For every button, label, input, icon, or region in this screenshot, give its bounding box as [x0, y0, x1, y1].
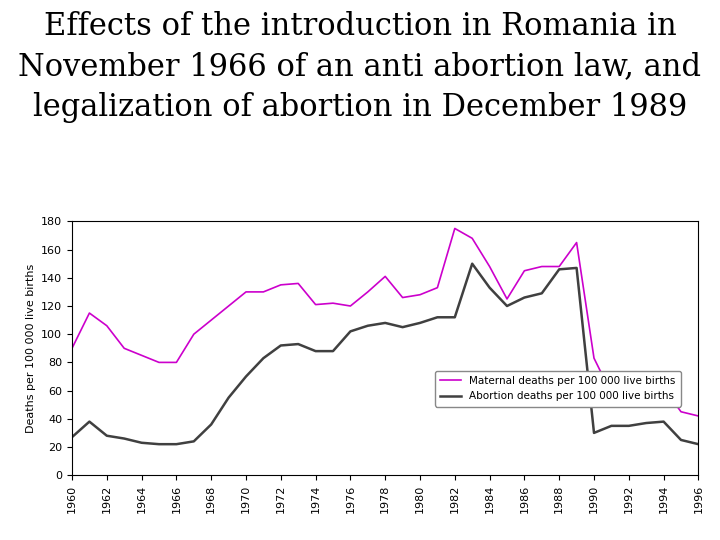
Abortion deaths per 100 000 live births	[172, 441, 181, 448]
Maternal deaths per 100 000 live births	[102, 322, 111, 329]
Abortion deaths per 100 000 live births	[294, 341, 302, 347]
Abortion deaths per 100 000 live births	[189, 438, 198, 444]
Abortion deaths per 100 000 live births	[520, 294, 528, 301]
Maternal deaths per 100 000 live births	[624, 399, 633, 405]
Abortion deaths per 100 000 live births	[276, 342, 285, 349]
Maternal deaths per 100 000 live births	[138, 352, 146, 359]
Abortion deaths per 100 000 live births	[155, 441, 163, 448]
Maternal deaths per 100 000 live births	[485, 264, 494, 270]
Maternal deaths per 100 000 live births	[172, 359, 181, 366]
Abortion deaths per 100 000 live births	[485, 285, 494, 291]
Maternal deaths per 100 000 live births	[364, 289, 372, 295]
Legend: Maternal deaths per 100 000 live births, Abortion deaths per 100 000 live births: Maternal deaths per 100 000 live births,…	[435, 371, 680, 407]
Maternal deaths per 100 000 live births	[572, 239, 581, 246]
Abortion deaths per 100 000 live births	[381, 320, 390, 326]
Abortion deaths per 100 000 live births	[85, 418, 94, 425]
Text: Effects of the introduction in Romania in
November 1966 of an anti abortion law,: Effects of the introduction in Romania i…	[19, 11, 701, 123]
Maternal deaths per 100 000 live births	[433, 285, 441, 291]
Maternal deaths per 100 000 live births	[468, 235, 477, 241]
Abortion deaths per 100 000 live births	[415, 320, 424, 326]
Maternal deaths per 100 000 live births	[276, 282, 285, 288]
Maternal deaths per 100 000 live births	[660, 384, 668, 391]
Abortion deaths per 100 000 live births	[120, 435, 128, 442]
Abortion deaths per 100 000 live births	[328, 348, 337, 354]
Abortion deaths per 100 000 live births	[68, 434, 76, 441]
Maternal deaths per 100 000 live births	[537, 264, 546, 270]
Maternal deaths per 100 000 live births	[398, 294, 407, 301]
Abortion deaths per 100 000 live births	[311, 348, 320, 354]
Abortion deaths per 100 000 live births	[503, 303, 511, 309]
Maternal deaths per 100 000 live births	[120, 345, 128, 352]
Abortion deaths per 100 000 live births	[537, 290, 546, 296]
Abortion deaths per 100 000 live births	[624, 423, 633, 429]
Maternal deaths per 100 000 live births	[207, 317, 215, 323]
Abortion deaths per 100 000 live births	[102, 433, 111, 439]
Abortion deaths per 100 000 live births	[346, 328, 355, 335]
Maternal deaths per 100 000 live births	[520, 267, 528, 274]
Abortion deaths per 100 000 live births	[398, 324, 407, 330]
Abortion deaths per 100 000 live births	[433, 314, 441, 321]
Abortion deaths per 100 000 live births	[642, 420, 650, 426]
Maternal deaths per 100 000 live births	[677, 408, 685, 415]
Maternal deaths per 100 000 live births	[242, 289, 251, 295]
Maternal deaths per 100 000 live births	[294, 280, 302, 287]
Maternal deaths per 100 000 live births	[590, 355, 598, 361]
Abortion deaths per 100 000 live births	[468, 260, 477, 267]
Maternal deaths per 100 000 live births	[259, 289, 268, 295]
Abortion deaths per 100 000 live births	[242, 373, 251, 380]
Abortion deaths per 100 000 live births	[660, 418, 668, 425]
Abortion deaths per 100 000 live births	[555, 266, 564, 273]
Abortion deaths per 100 000 live births	[572, 265, 581, 271]
Abortion deaths per 100 000 live births	[224, 394, 233, 401]
Maternal deaths per 100 000 live births	[642, 393, 650, 400]
Maternal deaths per 100 000 live births	[415, 292, 424, 298]
Maternal deaths per 100 000 live births	[328, 300, 337, 306]
Abortion deaths per 100 000 live births	[694, 441, 703, 448]
Maternal deaths per 100 000 live births	[503, 296, 511, 302]
Abortion deaths per 100 000 live births	[259, 355, 268, 361]
Abortion deaths per 100 000 live births	[364, 322, 372, 329]
Maternal deaths per 100 000 live births	[189, 331, 198, 338]
Y-axis label: Deaths per 100 000 live births: Deaths per 100 000 live births	[26, 264, 35, 433]
Maternal deaths per 100 000 live births	[346, 303, 355, 309]
Maternal deaths per 100 000 live births	[694, 413, 703, 419]
Abortion deaths per 100 000 live births	[677, 437, 685, 443]
Abortion deaths per 100 000 live births	[138, 440, 146, 446]
Maternal deaths per 100 000 live births	[555, 264, 564, 270]
Abortion deaths per 100 000 live births	[607, 423, 616, 429]
Maternal deaths per 100 000 live births	[311, 301, 320, 308]
Maternal deaths per 100 000 live births	[155, 359, 163, 366]
Maternal deaths per 100 000 live births	[68, 345, 76, 352]
Maternal deaths per 100 000 live births	[607, 390, 616, 397]
Maternal deaths per 100 000 live births	[381, 273, 390, 280]
Line: Maternal deaths per 100 000 live births: Maternal deaths per 100 000 live births	[72, 228, 698, 416]
Line: Abortion deaths per 100 000 live births: Abortion deaths per 100 000 live births	[72, 264, 698, 444]
Maternal deaths per 100 000 live births	[224, 303, 233, 309]
Abortion deaths per 100 000 live births	[207, 421, 215, 428]
Maternal deaths per 100 000 live births	[451, 225, 459, 232]
Abortion deaths per 100 000 live births	[451, 314, 459, 321]
Abortion deaths per 100 000 live births	[590, 430, 598, 436]
Maternal deaths per 100 000 live births	[85, 310, 94, 316]
